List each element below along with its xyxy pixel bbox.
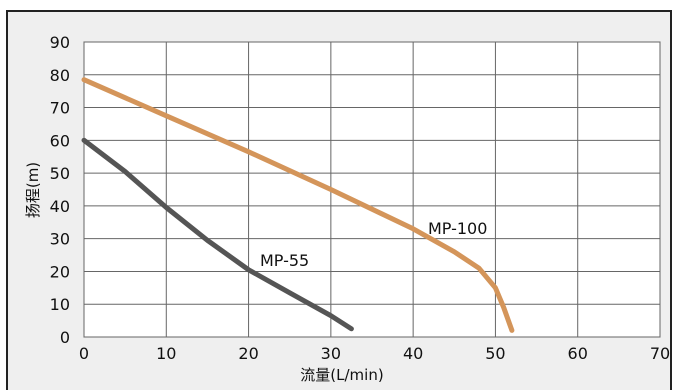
series-line-mp-100 (81, 77, 515, 333)
series-label-mp-55: MP-55 (260, 251, 309, 270)
y-tick-label: 50 (50, 164, 70, 183)
y-tick-label: 20 (50, 262, 70, 281)
y-tick-label: 70 (50, 99, 70, 118)
x-tick-label: 20 (238, 344, 258, 363)
y-tick-label: 30 (50, 230, 70, 249)
x-tick-label: 50 (485, 344, 505, 363)
x-tick-label: 0 (79, 344, 89, 363)
y-tick-label: 0 (60, 328, 70, 347)
x-tick-labels: 0 10 20 30 40 50 60 70 (79, 344, 670, 363)
series-line-mp-55 (81, 137, 354, 332)
y-tick-label: 10 (50, 295, 70, 314)
plot-area (83, 41, 661, 338)
chart-svg: 0 10 20 30 40 50 60 70 80 90 0 10 20 30 40 50 60 70 扬程(m… (24, 33, 670, 382)
x-tick-label: 40 (403, 344, 423, 363)
x-axis-title: 流量(L/min) (300, 366, 383, 382)
x-tick-label: 60 (568, 344, 588, 363)
x-tick-label: 10 (156, 344, 176, 363)
y-tick-label: 40 (50, 197, 70, 216)
x-tick-label: 70 (650, 344, 670, 363)
y-tick-label: 80 (50, 66, 70, 85)
y-axis-title: 扬程(m) (24, 162, 42, 218)
y-tick-label: 90 (50, 33, 70, 52)
y-tick-label: 60 (50, 131, 70, 150)
grid-lines (83, 41, 661, 338)
series-label-mp-100: MP-100 (428, 219, 487, 238)
y-tick-labels: 0 10 20 30 40 50 60 70 80 90 (50, 33, 70, 347)
series-lines (81, 77, 515, 333)
x-tick-label: 30 (321, 344, 341, 363)
